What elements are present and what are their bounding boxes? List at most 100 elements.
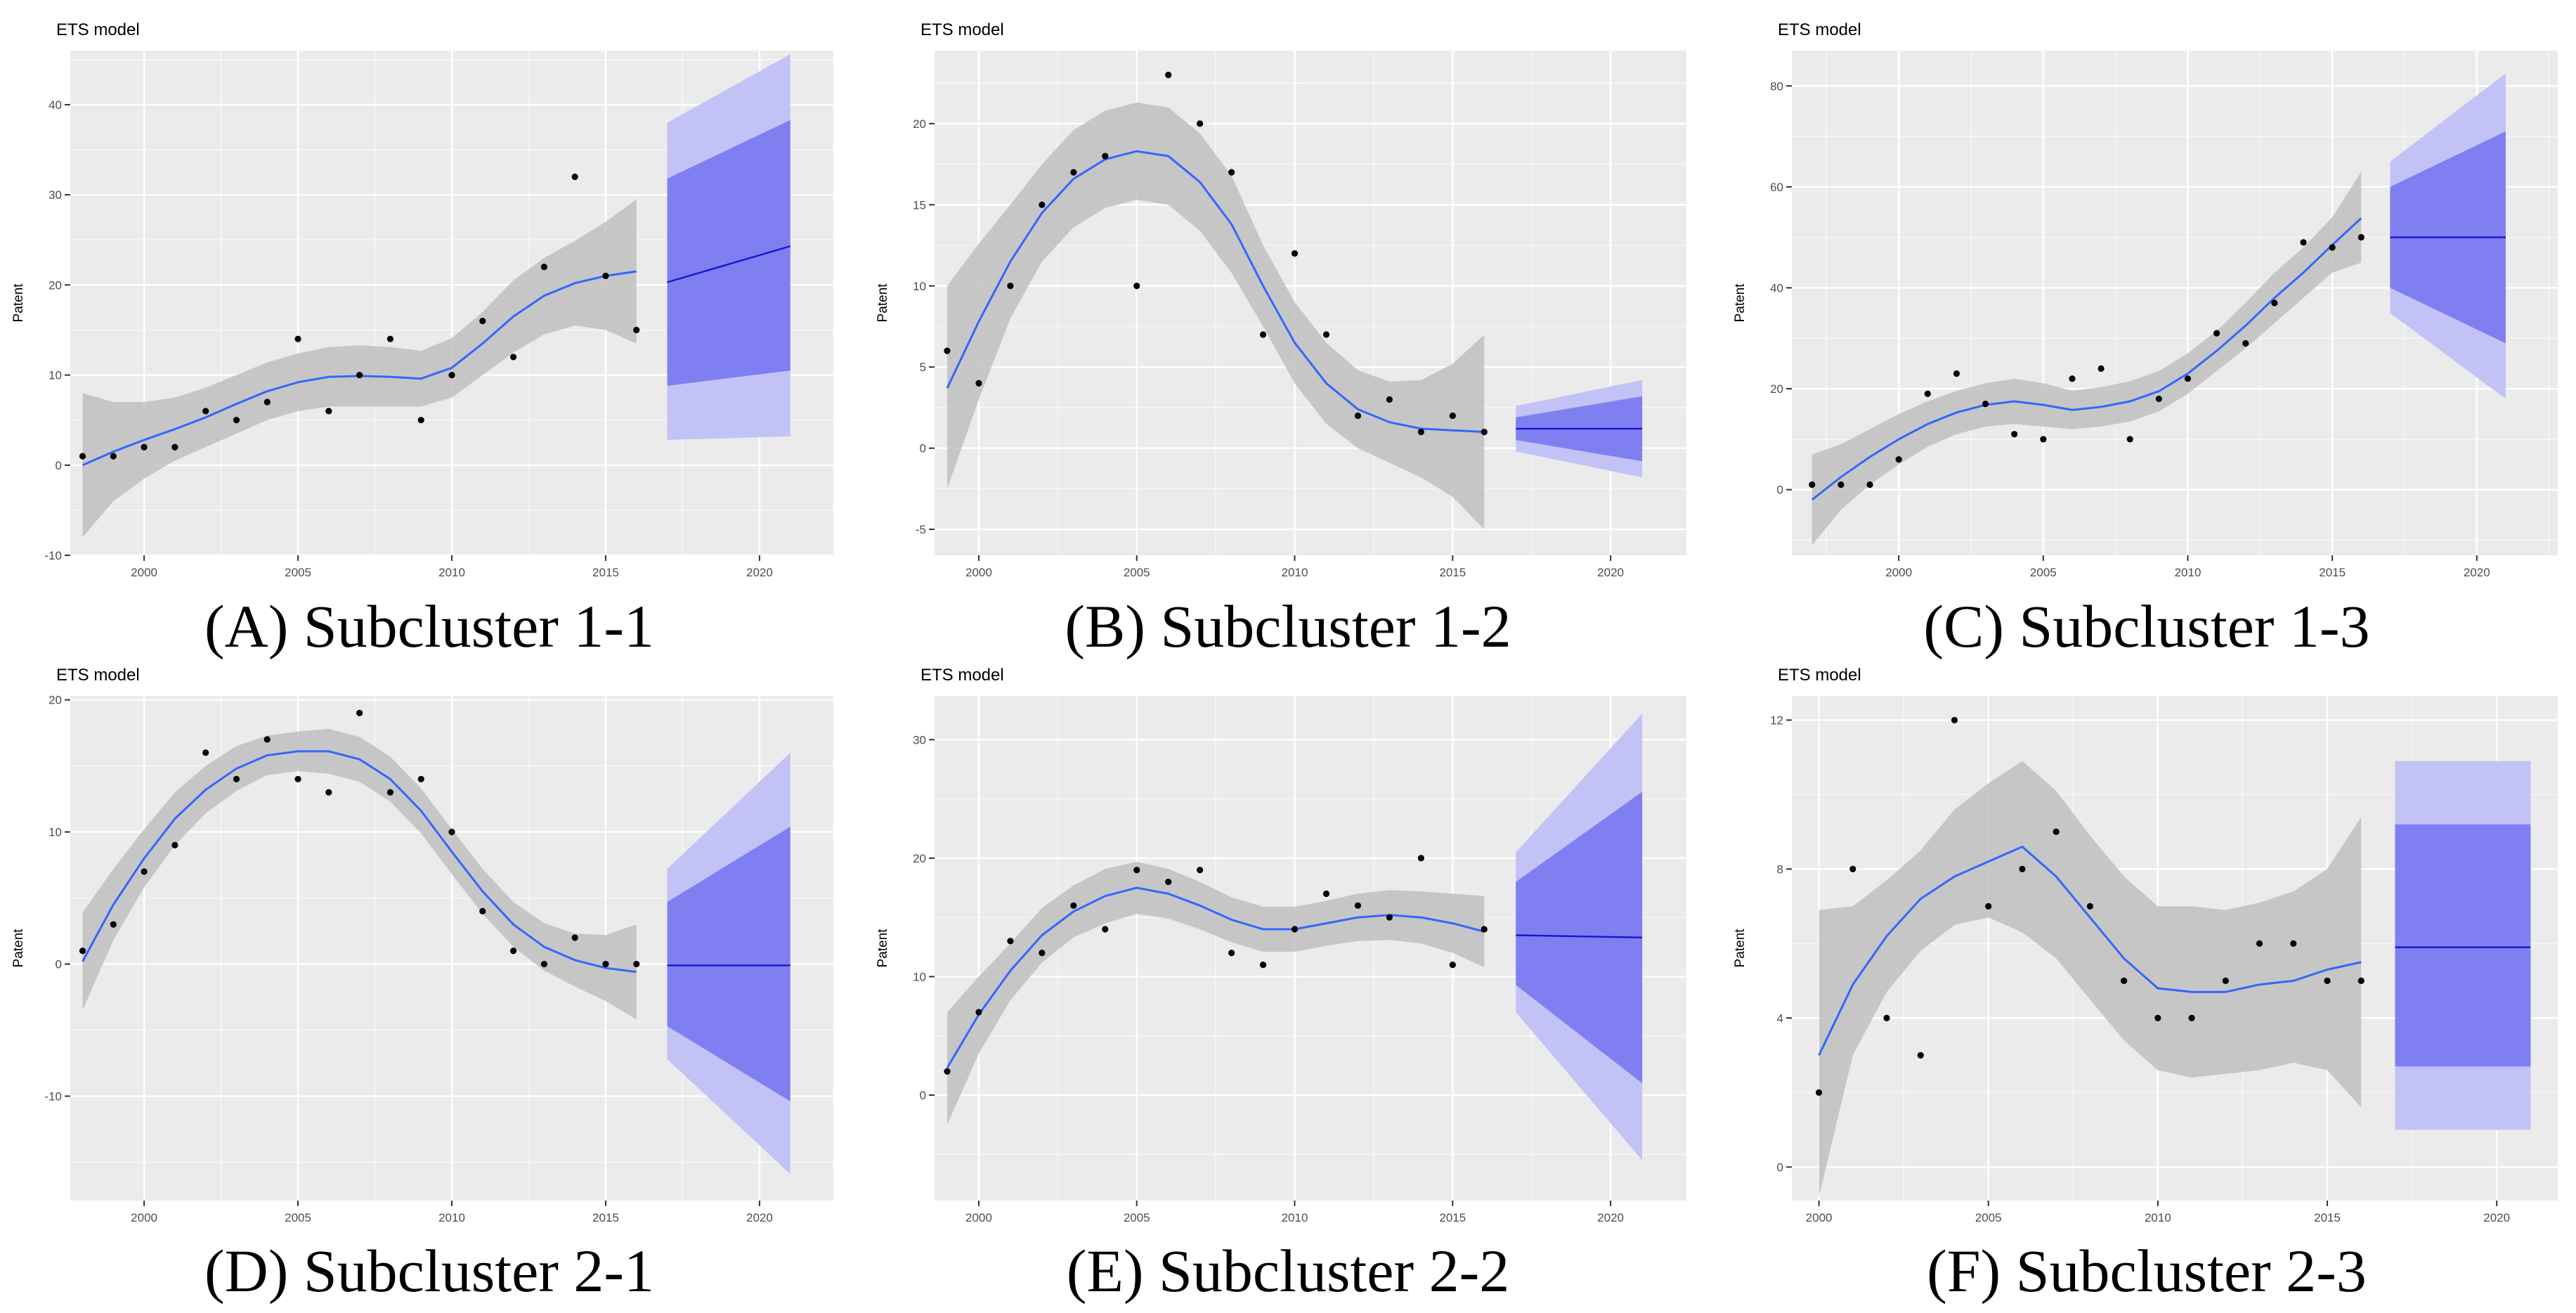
data-point [356,709,363,717]
y-tick-label: 10 [913,280,926,293]
smooth-trend-line [946,886,1485,1068]
x-tick-label: 2015 [592,1211,619,1224]
smooth-trend-line [946,150,1485,433]
data-point [2213,330,2220,337]
data-point [509,354,517,361]
data-point [2357,234,2364,241]
data-point [202,408,209,415]
data-point [1883,1014,1890,1021]
x-tick-label: 2010 [1282,566,1308,579]
data-point [1895,455,1902,463]
data-point [1102,153,1109,160]
data-point [2324,977,2331,984]
y-tick-label: -10 [44,1090,62,1104]
forecast-interval-80 [667,827,791,1102]
data-point [1102,926,1109,933]
data-point [2256,940,2263,947]
data-point [294,335,301,342]
y-tick-label: 40 [1770,281,1783,295]
data-point [1953,370,1960,377]
chart-title: ETS model [1778,20,1861,39]
forecast-mean-line [1516,934,1643,939]
y-tick-label: 5 [920,361,926,374]
x-tick-label: 2015 [1439,1211,1466,1224]
caption-c: (C) Subcluster 1-3 [1923,593,2370,660]
data-point [975,380,982,387]
chart-title: ETS model [921,666,1004,685]
chart-panel-c: ETS model 2000 2005 2010 2015 2020 0 20 40 60 80 Pa… [1733,20,2558,579]
data-point [1228,169,1235,176]
data-point [79,453,86,460]
data-point [2121,977,2128,984]
data-point [1070,169,1077,176]
data-point [1354,902,1362,909]
x-tick-label: 2005 [285,1211,311,1224]
data-point [2097,365,2105,372]
y-tick-label: 20 [913,117,926,131]
chart-title: ETS model [56,20,140,39]
x-tick-label: 2020 [746,566,773,579]
data-point [1007,938,1014,945]
data-point [1039,201,1046,208]
x-tick-label: 2010 [438,1211,465,1224]
data-point [2188,1014,2195,1021]
data-point [1866,481,1873,489]
data-point [417,417,424,424]
data-point [1924,390,1931,397]
y-tick-label: 40 [48,98,62,112]
x-tick-label: 2005 [2030,566,2057,579]
y-tick-label: -5 [916,523,926,536]
x-tick-label: 2005 [1124,566,1150,579]
data-point [540,960,547,968]
y-tick-label: -10 [44,549,62,562]
data-point [110,921,117,928]
data-point [571,934,578,941]
data-point [110,453,117,460]
x-tick-label: 2010 [2175,566,2201,579]
y-axis-label: Patent [11,283,26,323]
data-point [2053,828,2060,836]
data-point [1007,283,1014,290]
y-tick-label: 10 [48,369,62,382]
data-point [975,1009,982,1016]
data-point [1449,961,1456,969]
chart-title: ETS model [56,666,140,685]
x-tick-label: 2020 [1597,566,1624,579]
smooth-trend-line [1811,217,2362,501]
forecast-interval-80 [667,119,791,386]
x-tick-label: 2020 [2464,566,2490,579]
y-tick-label: 10 [48,826,62,839]
data-point [602,960,609,968]
x-tick-label: 2010 [1282,1211,1308,1224]
chart-title: ETS model [1778,666,1861,685]
data-point [356,371,363,379]
data-point [1837,481,1845,489]
forecast-mean-line [667,245,791,283]
y-tick-label: 0 [1777,484,1783,497]
smooth-trend-line [1818,845,2362,1056]
data-point [2271,299,2278,306]
y-tick-label: 0 [56,958,62,971]
x-tick-label: 2005 [1124,1211,1150,1224]
x-tick-label: 2010 [2145,1211,2171,1224]
x-tick-label: 2010 [438,566,465,579]
data-point [79,947,86,955]
data-point [2069,375,2076,382]
data-point [386,789,394,796]
data-point [1197,120,1204,127]
x-tick-label: 2020 [746,1211,773,1224]
chart-panel-b: ETS model 2000 2005 2010 2015 2020 -5 0 5 10 15 20 P… [876,20,1686,579]
data-point [2222,977,2229,984]
chart-panel-d: ETS model 2000 2005 2010 2015 2020 -10 0 10 20 Pat… [11,666,833,1224]
caption-b: (B) Subcluster 1-2 [1065,593,1511,660]
data-point [417,775,424,783]
data-point [325,789,332,796]
x-tick-label: 2020 [1597,1211,1624,1224]
data-point [540,264,547,271]
plot-background [935,51,1686,555]
data-point [1809,481,1816,489]
y-tick-label: 8 [1777,862,1783,876]
y-tick-label: 0 [920,1089,926,1102]
smooth-confidence-band [82,199,637,538]
x-tick-label: 2000 [1885,566,1912,579]
